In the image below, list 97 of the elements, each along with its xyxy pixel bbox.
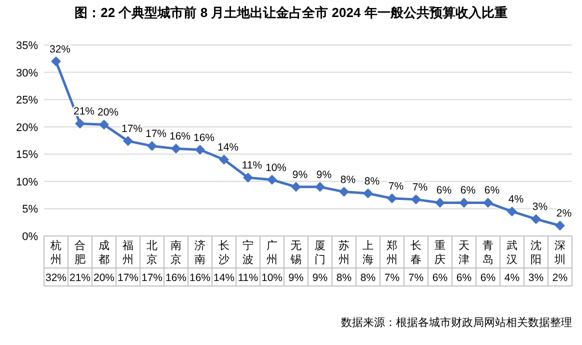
text: 16%: [193, 132, 215, 144]
x-tick-label: 武汉: [506, 239, 518, 266]
point: [123, 136, 133, 146]
data-label: 14%: [213, 272, 235, 284]
data-label: 7%: [408, 272, 424, 284]
x-tick-label: 北京: [146, 239, 158, 266]
x-tick-label: 无锡: [290, 240, 302, 266]
text: 32%: [49, 43, 71, 56]
point: [555, 220, 565, 231]
data-label: 17%: [141, 272, 163, 284]
y-tick-label: 15%: [16, 149, 38, 162]
point: [507, 206, 517, 216]
data-label: 6%: [480, 272, 496, 284]
text: 6%: [436, 184, 452, 197]
x-tick-label: 上海: [362, 239, 374, 266]
point: [459, 198, 469, 208]
data-label: 20%: [93, 272, 115, 284]
x-tick-label: 济南: [194, 239, 206, 266]
point: [171, 144, 181, 154]
text: 17%: [121, 123, 143, 136]
y-tick-label: 30%: [16, 67, 38, 80]
data-label: 11%: [238, 272, 258, 284]
point: [267, 174, 277, 185]
data-label: 16%: [189, 272, 211, 284]
point: [531, 214, 541, 224]
point: [363, 188, 373, 198]
data-label: 10%: [261, 272, 283, 284]
text: 11%: [242, 160, 262, 172]
text: 9%: [292, 168, 308, 181]
x-tick-label: 长沙: [218, 239, 230, 266]
text: 7%: [388, 180, 404, 192]
data-label: 8%: [360, 272, 376, 284]
y-tick-label: 5%: [22, 204, 38, 216]
x-tick-label: 深圳: [554, 240, 566, 266]
point: [435, 198, 445, 208]
point: [339, 186, 349, 197]
source-note: 数据来源：根据各城市财政局网站相关数据整理: [341, 316, 572, 329]
y-tick-label: 0%: [22, 231, 38, 243]
data-label: 4%: [504, 272, 520, 284]
text: 6%: [460, 184, 476, 197]
x-tick-label: 苏州: [338, 239, 350, 266]
x-tick-label: 成都: [98, 239, 110, 266]
text: 20%: [97, 106, 119, 119]
text: 2%: [556, 208, 572, 220]
text: 10%: [265, 162, 287, 174]
x-tick-label: 青岛: [482, 239, 494, 266]
data-label: 16%: [165, 272, 187, 284]
data-label: 9%: [288, 272, 304, 284]
x-tick-label: 天津: [458, 240, 470, 266]
text: 16%: [169, 130, 191, 143]
point: [75, 118, 85, 129]
text: 8%: [364, 175, 380, 188]
data-label: 6%: [456, 272, 472, 284]
point: [243, 172, 253, 183]
data-label: 2%: [552, 272, 568, 284]
chart-title: 图：22 个典型城市前 8 月土地出让金占全市 2024 年一般公共预算收入比重: [74, 5, 508, 20]
x-tick-label: 厦门: [314, 240, 326, 266]
y-tick-label: 10%: [16, 176, 38, 188]
x-tick-label: 长春: [410, 239, 422, 266]
y-tick-label: 20%: [16, 122, 38, 134]
text: 6%: [484, 184, 500, 197]
x-tick-label: 合肥: [74, 239, 86, 266]
point: [147, 140, 157, 151]
text: 9%: [316, 168, 332, 181]
text: 8%: [340, 174, 356, 186]
data-label: 21%: [69, 272, 91, 284]
x-tick-label: 郑州: [386, 240, 398, 266]
point: [411, 194, 421, 204]
x-tick-label: 宁波: [242, 239, 254, 266]
text: 7%: [412, 181, 428, 194]
point: [51, 56, 61, 66]
x-tick-label: 广州: [266, 239, 278, 266]
point: [291, 182, 301, 192]
data-label: 32%: [45, 272, 67, 284]
text: 14%: [217, 142, 239, 154]
data-label: 6%: [432, 272, 448, 284]
data-label: 8%: [336, 272, 352, 284]
y-tick-label: 25%: [16, 94, 38, 107]
text: 3%: [532, 201, 548, 214]
data-label: 3%: [528, 272, 544, 284]
text: 4%: [508, 193, 524, 206]
x-tick-label: 杭州: [50, 239, 62, 266]
x-tick-label: 福州: [122, 239, 134, 266]
text: 17%: [145, 128, 167, 140]
x-tick-label: 重庆: [434, 239, 446, 266]
point: [99, 120, 109, 130]
point: [315, 182, 325, 192]
x-tick-label: 南京: [170, 239, 182, 266]
y-tick-label: 35%: [16, 40, 38, 52]
point: [219, 154, 229, 165]
data-label: 17%: [117, 272, 139, 284]
data-label: 7%: [384, 272, 400, 284]
x-tick-label: 沈阳: [530, 239, 542, 266]
data-label: 9%: [312, 272, 328, 284]
point: [387, 193, 397, 204]
point: [483, 198, 493, 208]
point: [195, 144, 205, 155]
